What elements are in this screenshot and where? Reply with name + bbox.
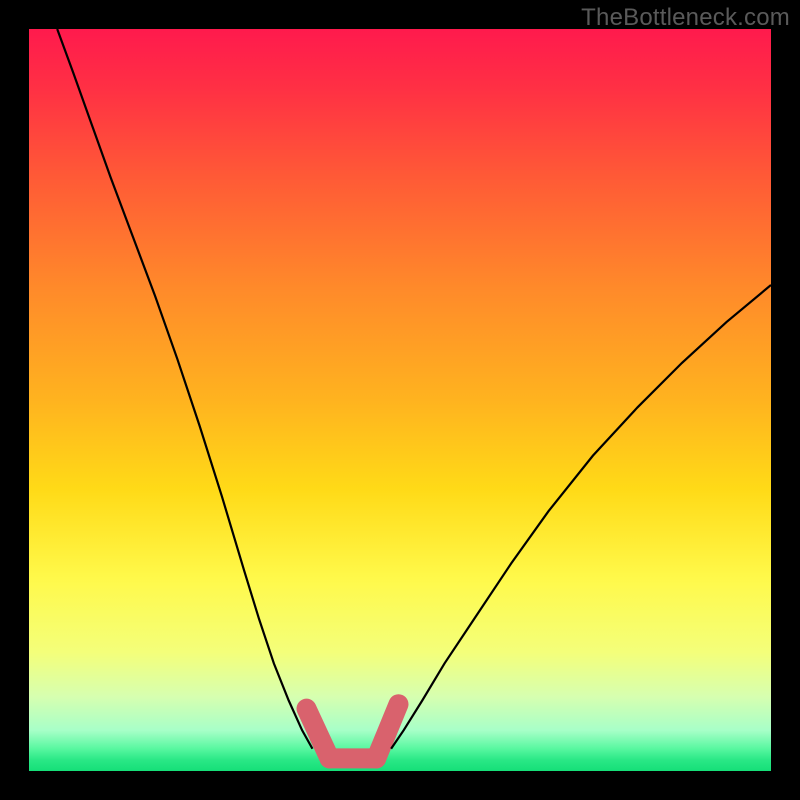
plot-background [29, 29, 771, 771]
watermark-text: TheBottleneck.com [581, 4, 790, 32]
chart-frame: TheBottleneck.com [0, 0, 800, 800]
plot-area [29, 29, 771, 771]
